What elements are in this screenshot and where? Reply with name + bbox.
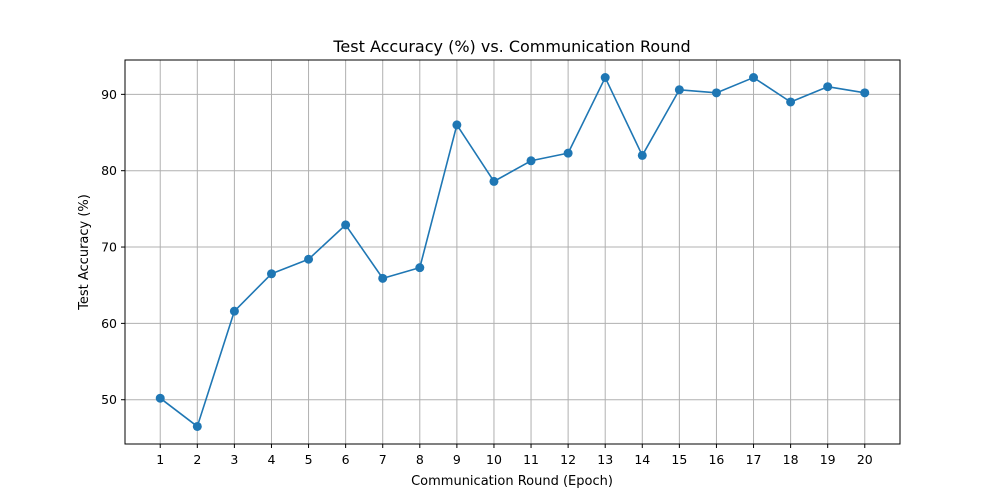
data-point [452, 120, 462, 130]
x-tick-label: 9 [453, 452, 461, 467]
x-axis-label: Communication Round (Epoch) [411, 474, 613, 489]
data-point [711, 88, 721, 98]
data-point [600, 73, 610, 83]
x-tick-label: 16 [708, 452, 724, 467]
x-tick-label: 13 [597, 452, 613, 467]
data-point [192, 421, 202, 431]
x-tick-label: 17 [746, 452, 762, 467]
y-axis-label: Test Accuracy (%) [77, 194, 92, 311]
x-tick-label: 7 [379, 452, 387, 467]
x-tick-label: 4 [267, 452, 275, 467]
data-point [229, 306, 239, 316]
chart-title: Test Accuracy (%) vs. Communication Roun… [332, 37, 690, 56]
series-line [159, 76, 865, 428]
data-point [155, 393, 165, 403]
x-axis: 1 2 3 4 5 6 7 8 9 10 11 12 13 14 15 16 17 18 19 20 [156, 444, 873, 467]
x-tick-label: 8 [416, 452, 424, 467]
data-point [415, 263, 425, 273]
x-tick-label: 18 [783, 452, 799, 467]
x-tick-label: 11 [523, 452, 539, 467]
data-point [674, 85, 684, 95]
x-tick-label: 20 [857, 452, 873, 467]
x-tick-label: 6 [342, 452, 350, 467]
x-tick-label: 19 [820, 452, 836, 467]
x-tick-label: 5 [305, 452, 313, 467]
plot-frame [124, 59, 901, 445]
data-point [341, 220, 351, 230]
grid [125, 60, 900, 444]
data-point [823, 82, 833, 92]
data-point [378, 273, 388, 283]
x-tick-label: 3 [230, 452, 238, 467]
data-point [304, 254, 314, 264]
y-tick-label: 80 [101, 163, 117, 178]
data-point [786, 97, 796, 107]
data-point [749, 73, 759, 83]
data-point [860, 88, 870, 98]
data-point [637, 150, 647, 160]
data-point [489, 176, 499, 186]
x-tick-label: 10 [486, 452, 502, 467]
data-point [266, 269, 276, 279]
y-tick-label: 50 [101, 392, 117, 407]
y-axis: 50 60 70 80 90 [101, 87, 125, 407]
y-tick-label: 60 [101, 316, 117, 331]
data-point [563, 148, 573, 158]
series-group [155, 73, 870, 431]
y-tick-label: 90 [101, 87, 117, 102]
x-tick-label: 12 [560, 452, 576, 467]
data-point [526, 156, 536, 166]
x-tick-label: 2 [193, 452, 201, 467]
x-tick-label: 15 [671, 452, 687, 467]
y-tick-label: 70 [101, 240, 117, 255]
x-tick-label: 1 [156, 452, 164, 467]
x-tick-label: 14 [634, 452, 650, 467]
